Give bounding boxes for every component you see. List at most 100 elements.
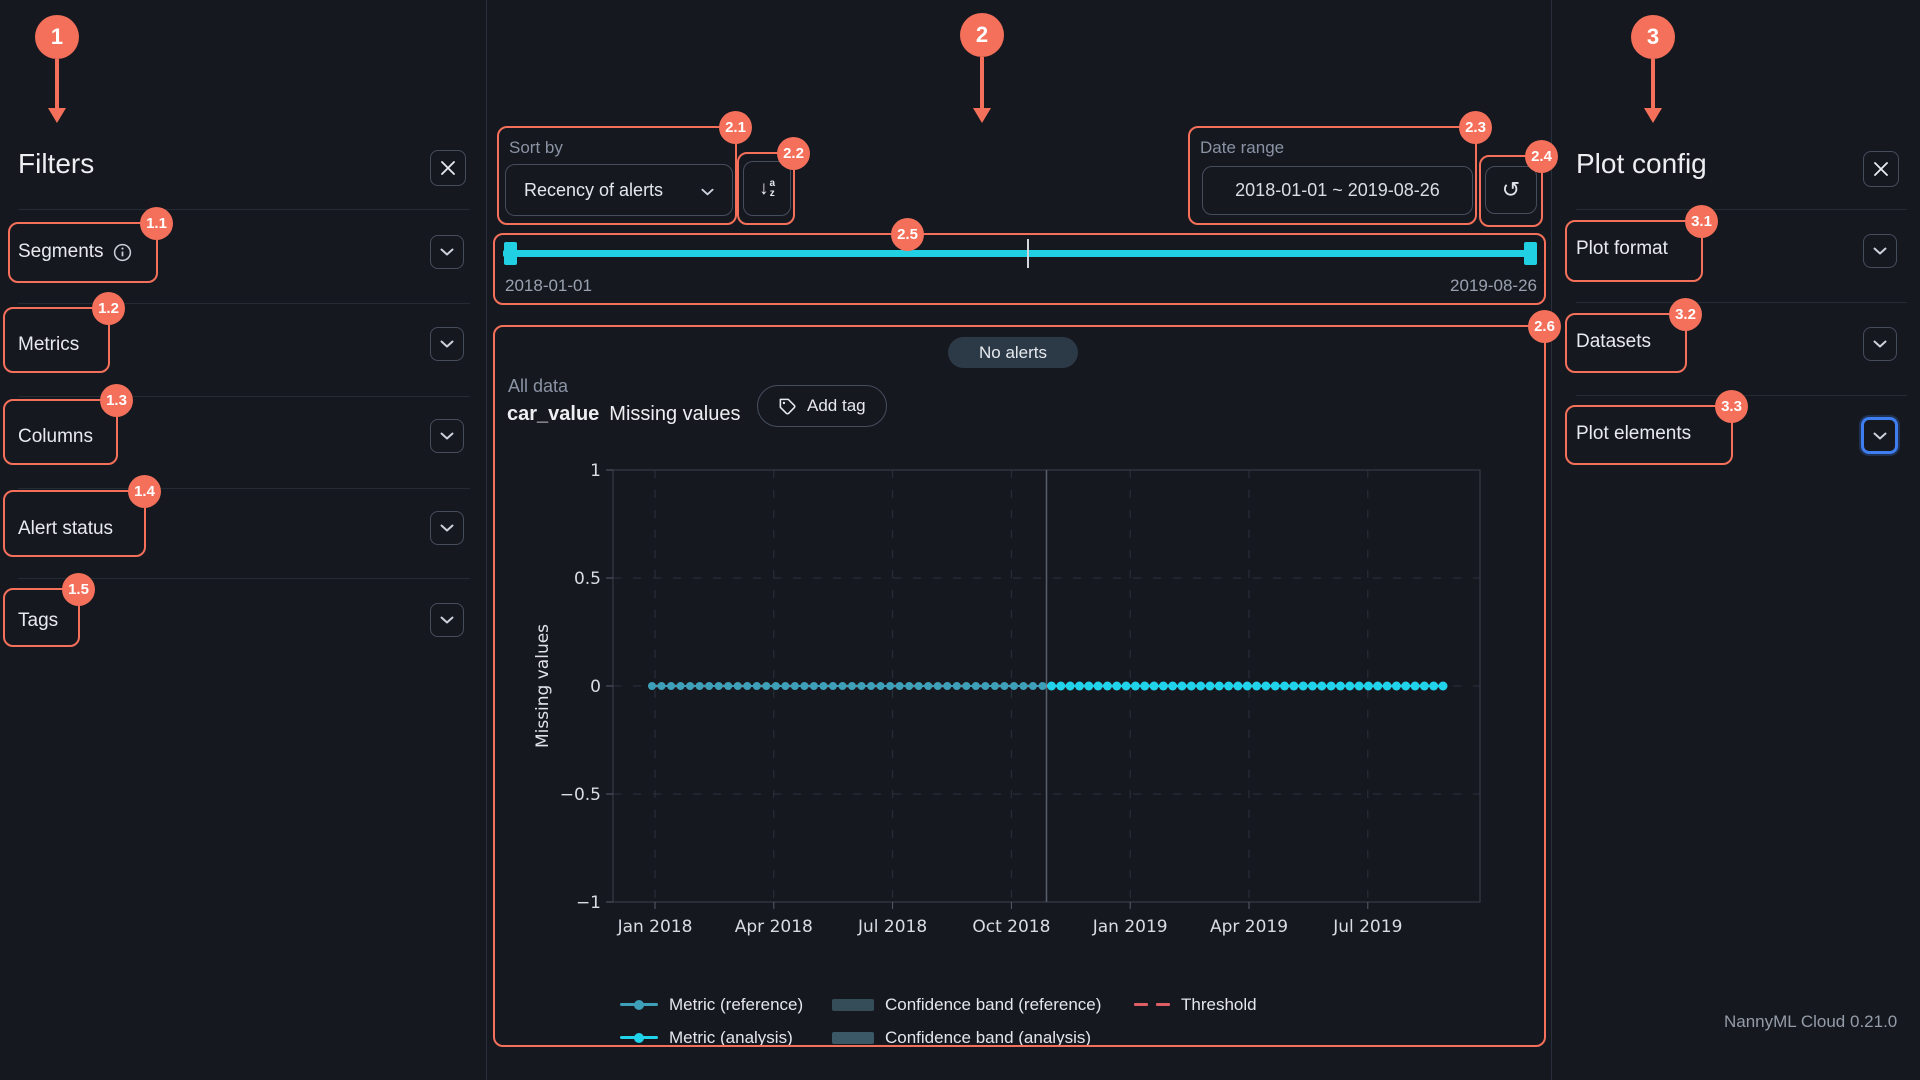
metrics-label: Metrics bbox=[18, 334, 80, 355]
plot-elements-label: Plot elements bbox=[1576, 423, 1692, 444]
datasets-label: Datasets bbox=[1576, 331, 1651, 352]
segments-label: Segments bbox=[18, 241, 104, 262]
chevron-down-icon bbox=[1873, 247, 1887, 255]
legend-label: Confidence band (reference) bbox=[885, 994, 1102, 1014]
svg-text:Jul 2019: Jul 2019 bbox=[1332, 917, 1402, 937]
close-icon bbox=[441, 161, 455, 175]
metrics-expand-button[interactable] bbox=[430, 327, 464, 361]
metric-analysis-swatch bbox=[620, 1032, 658, 1043]
divider bbox=[18, 488, 470, 489]
tags-label: Tags bbox=[18, 610, 59, 631]
sort-direction-button[interactable]: ↓ a z bbox=[743, 161, 791, 216]
timeline-end-date: 2019-08-26 bbox=[1450, 276, 1537, 295]
filters-section-columns: Columns bbox=[18, 426, 93, 448]
divider bbox=[1576, 302, 1907, 303]
tags-expand-button[interactable] bbox=[430, 603, 464, 637]
app-version: NannyML Cloud 0.21.0 bbox=[1724, 1012, 1898, 1031]
plot-elements-section: Plot elements bbox=[1576, 423, 1691, 445]
datasets-expand-button[interactable] bbox=[1863, 327, 1897, 361]
timeline-start-date: 2018-01-01 bbox=[505, 276, 592, 295]
sort-by-label: Sort by bbox=[509, 138, 563, 157]
filters-title: Filters bbox=[18, 148, 95, 179]
alert-status-label: Alert status bbox=[18, 518, 114, 539]
plot-elements-expand-button[interactable] bbox=[1861, 417, 1898, 454]
segments-expand-button[interactable] bbox=[430, 235, 464, 269]
timeline-slider-handle-start[interactable] bbox=[504, 242, 517, 265]
svg-text:−1: −1 bbox=[576, 893, 601, 913]
legend-confidence-band-analysis[interactable]: Confidence band (analysis) bbox=[832, 1028, 1134, 1048]
chevron-down-icon bbox=[1873, 340, 1887, 348]
legend-metric-analysis[interactable]: Metric (analysis) bbox=[620, 1028, 832, 1048]
filters-close-button[interactable] bbox=[430, 150, 466, 186]
columns-label: Columns bbox=[18, 426, 93, 447]
legend-threshold[interactable]: Threshold bbox=[1134, 995, 1257, 1015]
divider bbox=[18, 209, 470, 210]
svg-text:Missing values: Missing values bbox=[533, 624, 553, 748]
sort-by-value: Recency of alerts bbox=[524, 179, 664, 200]
confidence-band-analysis-swatch bbox=[832, 1031, 874, 1044]
svg-text:−0.5: −0.5 bbox=[560, 785, 601, 805]
date-range-input[interactable] bbox=[1202, 166, 1473, 215]
columns-expand-button[interactable] bbox=[430, 419, 464, 453]
plot-config-close-button[interactable] bbox=[1863, 151, 1899, 187]
tag-icon bbox=[778, 397, 797, 416]
segment-label: All data bbox=[508, 376, 569, 396]
legend-label: Metric (analysis) bbox=[669, 1027, 793, 1047]
chevron-down-icon bbox=[1873, 432, 1887, 440]
divider bbox=[18, 578, 470, 579]
chevron-down-icon bbox=[440, 524, 454, 532]
filters-section-alert-status: Alert status bbox=[18, 518, 113, 540]
chevron-down-icon bbox=[440, 248, 454, 256]
divider bbox=[18, 396, 470, 397]
svg-text:Apr 2018: Apr 2018 bbox=[735, 917, 813, 937]
svg-text:Oct 2018: Oct 2018 bbox=[972, 917, 1050, 937]
alert-status-expand-button[interactable] bbox=[430, 511, 464, 545]
chart-legend: Metric (reference) Confidence band (refe… bbox=[620, 988, 1257, 1054]
chevron-down-icon bbox=[440, 432, 454, 440]
svg-text:0: 0 bbox=[590, 677, 601, 697]
divider bbox=[18, 303, 470, 304]
metric-reference-swatch bbox=[620, 999, 658, 1010]
legend-label: Threshold bbox=[1181, 994, 1257, 1014]
filters-section-tags: Tags bbox=[18, 610, 58, 632]
alert-status-badge: No alerts bbox=[948, 337, 1078, 368]
svg-text:1: 1 bbox=[590, 461, 601, 481]
datasets-section: Datasets bbox=[1576, 331, 1651, 353]
add-tag-button[interactable]: Add tag bbox=[757, 385, 887, 427]
plot-format-expand-button[interactable] bbox=[1863, 234, 1897, 268]
timeline-slider-track[interactable] bbox=[503, 250, 1537, 257]
divider bbox=[1576, 209, 1907, 210]
metric-plot[interactable]: 1 0.5 0 −0.5 −1 Jan 2018 Apr 2018 Jul 2018 Oct 2… bbox=[500, 440, 1520, 950]
plot-format-label: Plot format bbox=[1576, 238, 1668, 259]
timeline-slider-handle-end[interactable] bbox=[1524, 242, 1537, 265]
metric-name: Missing values bbox=[609, 403, 741, 425]
filters-section-metrics: Metrics bbox=[18, 334, 79, 356]
date-range-reset-button[interactable]: ↺ bbox=[1485, 166, 1537, 214]
svg-text:Jan 2019: Jan 2019 bbox=[1092, 917, 1168, 937]
plot-format-section: Plot format bbox=[1576, 238, 1668, 260]
sort-by-select[interactable]: Recency of alerts bbox=[505, 164, 733, 216]
svg-text:Jan 2018: Jan 2018 bbox=[617, 917, 693, 937]
chart-title: car_value Missing values bbox=[507, 403, 740, 426]
divider bbox=[1576, 395, 1907, 396]
chevron-down-icon bbox=[701, 180, 714, 201]
plot-config-title: Plot config bbox=[1576, 148, 1707, 179]
close-icon bbox=[1874, 162, 1888, 176]
chevron-down-icon bbox=[440, 340, 454, 348]
column-name: car_value bbox=[507, 403, 600, 425]
legend-confidence-band-reference[interactable]: Confidence band (reference) bbox=[832, 995, 1134, 1015]
timeline-slider-cursor[interactable] bbox=[1027, 239, 1029, 268]
date-range-label: Date range bbox=[1200, 138, 1285, 157]
chevron-down-icon bbox=[440, 616, 454, 624]
threshold-swatch bbox=[1134, 1003, 1170, 1006]
history-reset-icon: ↺ bbox=[1501, 177, 1521, 202]
svg-text:0.5: 0.5 bbox=[574, 569, 601, 589]
svg-text:Jul 2018: Jul 2018 bbox=[857, 917, 927, 937]
svg-text:Apr 2019: Apr 2019 bbox=[1210, 917, 1288, 937]
legend-label: Confidence band (analysis) bbox=[885, 1027, 1092, 1047]
annotation-box-timeline: 2.5 bbox=[493, 218, 1546, 305]
legend-metric-reference[interactable]: Metric (reference) bbox=[620, 995, 832, 1015]
confidence-band-reference-swatch bbox=[832, 998, 874, 1011]
info-icon[interactable] bbox=[113, 243, 132, 262]
